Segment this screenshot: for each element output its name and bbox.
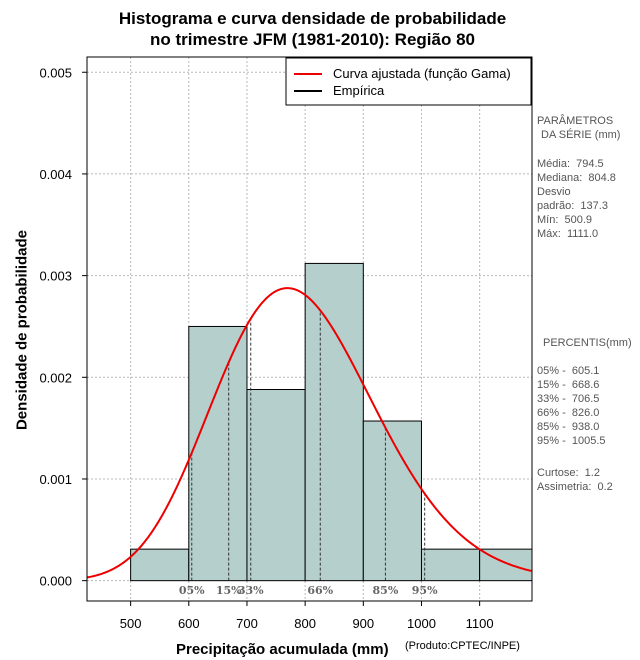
chart-title-line-1: Histograma e curva densidade de probabil… [118,9,507,28]
percentile-row: 05% - 605.1 [537,365,600,377]
percentile-marker-label: 95% [412,584,438,597]
percentile-marker-label: 15% [216,584,242,597]
x-tick-label: 1000 [407,616,436,631]
param-mediana: Mediana: 804.8 [537,172,616,184]
percentile-row: 66% - 826.0 [537,407,600,419]
param-min: Mín: 500.9 [537,214,593,226]
percentile-row: 85% - 938.0 [537,421,600,433]
stat-curtose: Curtose: 1.2 [537,467,600,479]
percentiles-heading: PERCENTIS(mm) [543,337,632,349]
histogram-bar [362,420,422,582]
y-axis-label: Densidade de probabilidade [13,229,31,431]
y-tick-label: 0.002 [39,370,72,385]
percentile-marker-label: 66% [307,584,333,597]
gamma-fit-curve [86,287,532,579]
x-tick-label: 1100 [466,616,494,631]
x-tick-label: 800 [294,616,316,631]
y-tick-label: 0.005 [39,65,72,80]
params-heading-line-2: DA SÉRIE (mm) [541,129,621,141]
param-desvio-label: Desvio [537,186,571,198]
percentile-row: 15% - 668.6 [537,379,600,391]
plot-frame [86,56,533,602]
histogram-bar [130,548,190,582]
param-desvio-padrao: padrão: 137.3 [537,200,608,212]
stat-assimetria: Assimetria: 0.2 [537,481,613,493]
product-credit: (Produto:CPTEC/INPE) [405,640,520,652]
histogram-bar [246,389,306,582]
percentile-row: 33% - 706.5 [537,393,600,405]
percentile-marker-label: 33% [238,584,264,597]
x-tick-label: 500 [120,616,142,631]
percentile-marker-label: 05% [179,584,205,597]
param-max: Máx: 1111.0 [537,228,599,240]
param-media: Média: 794.5 [537,158,604,170]
histogram-bar [420,548,481,582]
histogram-bar [479,548,533,582]
legend-label: Empírica [333,83,385,98]
x-tick-label: 700 [236,616,258,631]
percentile-row: 95% - 1005.5 [537,435,606,447]
y-tick-label: 0.000 [39,574,72,589]
percentile-marker-label: 85% [373,584,399,597]
histogram-bar [188,325,248,582]
legend-box [285,57,532,106]
y-tick-label: 0.001 [39,472,72,487]
x-tick-label: 900 [352,616,374,631]
legend-label: Curva ajustada (função Gama) [333,66,511,81]
params-heading-line-1: PARÂMETROS [537,115,614,127]
chart-title-line-2: no trimestre JFM (1981-2010): Região 80 [149,30,475,49]
y-tick-label: 0.003 [39,269,72,284]
x-tick-label: 600 [178,616,200,631]
x-axis-label: Precipitação acumulada (mm) [176,641,389,658]
histogram-bar [304,262,364,582]
y-tick-label: 0.004 [39,167,72,182]
